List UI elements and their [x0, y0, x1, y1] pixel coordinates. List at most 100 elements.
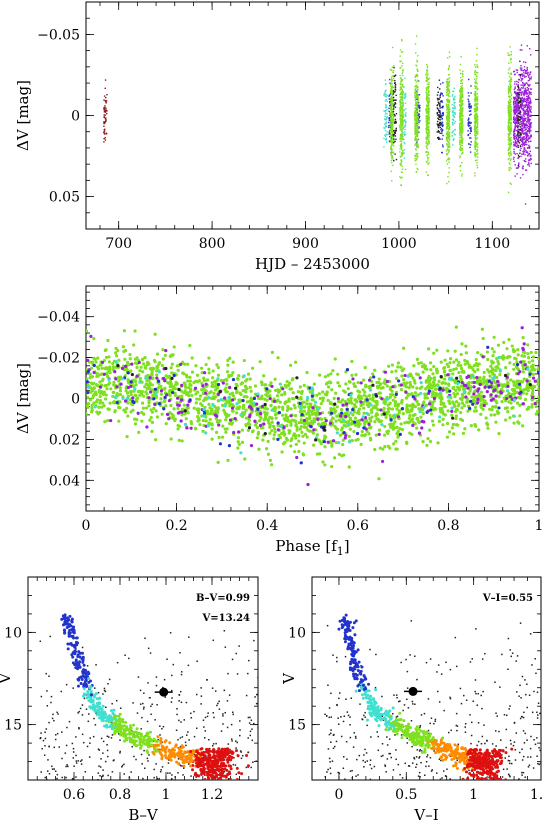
- data-point: [390, 112, 392, 114]
- data-point: [515, 129, 518, 132]
- data-point: [391, 126, 393, 129]
- data-point: [427, 156, 429, 159]
- data-point: [446, 154, 448, 156]
- data-point: [489, 413, 493, 417]
- data-point: [461, 102, 464, 104]
- data-point: [396, 361, 401, 365]
- data-point: [416, 61, 418, 63]
- data-point: [426, 88, 428, 91]
- data-point: [480, 327, 484, 331]
- data-point: [404, 114, 407, 116]
- data-point: [439, 88, 441, 90]
- data-point: [474, 94, 477, 97]
- data-point: [294, 422, 298, 427]
- data-point: [437, 126, 440, 129]
- data-point: [393, 91, 395, 93]
- data-point: [477, 428, 481, 432]
- data-point: [517, 99, 519, 102]
- data-point: [515, 98, 518, 100]
- data-point: [404, 128, 406, 131]
- data-point: [236, 440, 240, 444]
- data-point: [428, 100, 430, 103]
- data-point: [426, 122, 429, 125]
- data-point: [509, 142, 511, 145]
- data-point: [385, 109, 387, 112]
- data-point: [518, 89, 520, 92]
- data-point: [530, 102, 532, 104]
- data-point: [415, 86, 417, 88]
- data-point: [441, 138, 443, 140]
- data-point: [509, 79, 511, 82]
- data-point: [399, 138, 401, 140]
- data-point: [438, 79, 441, 81]
- data-point: [263, 383, 267, 387]
- data-point: [363, 390, 367, 394]
- data-point: [527, 104, 529, 106]
- data-point: [122, 329, 126, 333]
- data-point: [225, 412, 229, 416]
- data-point: [405, 108, 407, 110]
- data-point: [476, 118, 478, 121]
- data-point: [427, 153, 430, 155]
- data-point: [518, 74, 520, 76]
- data-point: [312, 443, 316, 447]
- data-point: [475, 128, 477, 130]
- data-point: [393, 104, 395, 107]
- data-point: [391, 91, 393, 93]
- data-point: [126, 414, 130, 418]
- data-point: [524, 143, 527, 146]
- data-point: [305, 402, 309, 406]
- data-point: [439, 104, 441, 106]
- data-point: [401, 125, 403, 127]
- data-point: [390, 159, 393, 162]
- data-point: [426, 97, 429, 99]
- data-point: [513, 97, 515, 99]
- data-point: [391, 46, 394, 49]
- data-point: [441, 417, 445, 421]
- data-point: [500, 383, 504, 387]
- data-point: [446, 139, 448, 141]
- data-point: [414, 125, 416, 128]
- data-point: [510, 105, 512, 108]
- data-point: [476, 126, 479, 128]
- data-point: [523, 133, 525, 135]
- data-point: [414, 96, 417, 99]
- data-point: [446, 142, 448, 145]
- data-point: [183, 362, 187, 366]
- data-point: [517, 141, 520, 143]
- data-point: [448, 66, 450, 68]
- data-point: [447, 119, 450, 121]
- data-point: [514, 121, 517, 123]
- data-point: [518, 88, 520, 90]
- data-point: [452, 90, 454, 93]
- data-point: [414, 131, 417, 134]
- data-point: [391, 66, 394, 68]
- data-point: [492, 368, 496, 372]
- data-point: [394, 118, 397, 121]
- data-point: [514, 86, 516, 88]
- data-point: [138, 376, 142, 380]
- data-point: [508, 102, 510, 104]
- data-point: [520, 99, 523, 101]
- data-point: [388, 98, 391, 100]
- data-point: [509, 132, 511, 134]
- data-point: [523, 74, 525, 76]
- data-point: [392, 131, 394, 134]
- data-point: [475, 94, 477, 96]
- data-point: [402, 92, 404, 94]
- data-point: [390, 113, 393, 115]
- data-point: [437, 108, 439, 110]
- data-point: [520, 84, 522, 86]
- data-point: [300, 430, 304, 434]
- data-point: [86, 412, 88, 416]
- data-point: [428, 439, 433, 444]
- data-point: [392, 116, 395, 118]
- data-point: [517, 131, 520, 134]
- data-point: [518, 105, 520, 107]
- data-point: [437, 86, 439, 89]
- data-point: [426, 83, 429, 86]
- data-point: [519, 133, 521, 135]
- data-point: [385, 138, 387, 141]
- data-point: [525, 133, 527, 136]
- data-point: [509, 137, 511, 139]
